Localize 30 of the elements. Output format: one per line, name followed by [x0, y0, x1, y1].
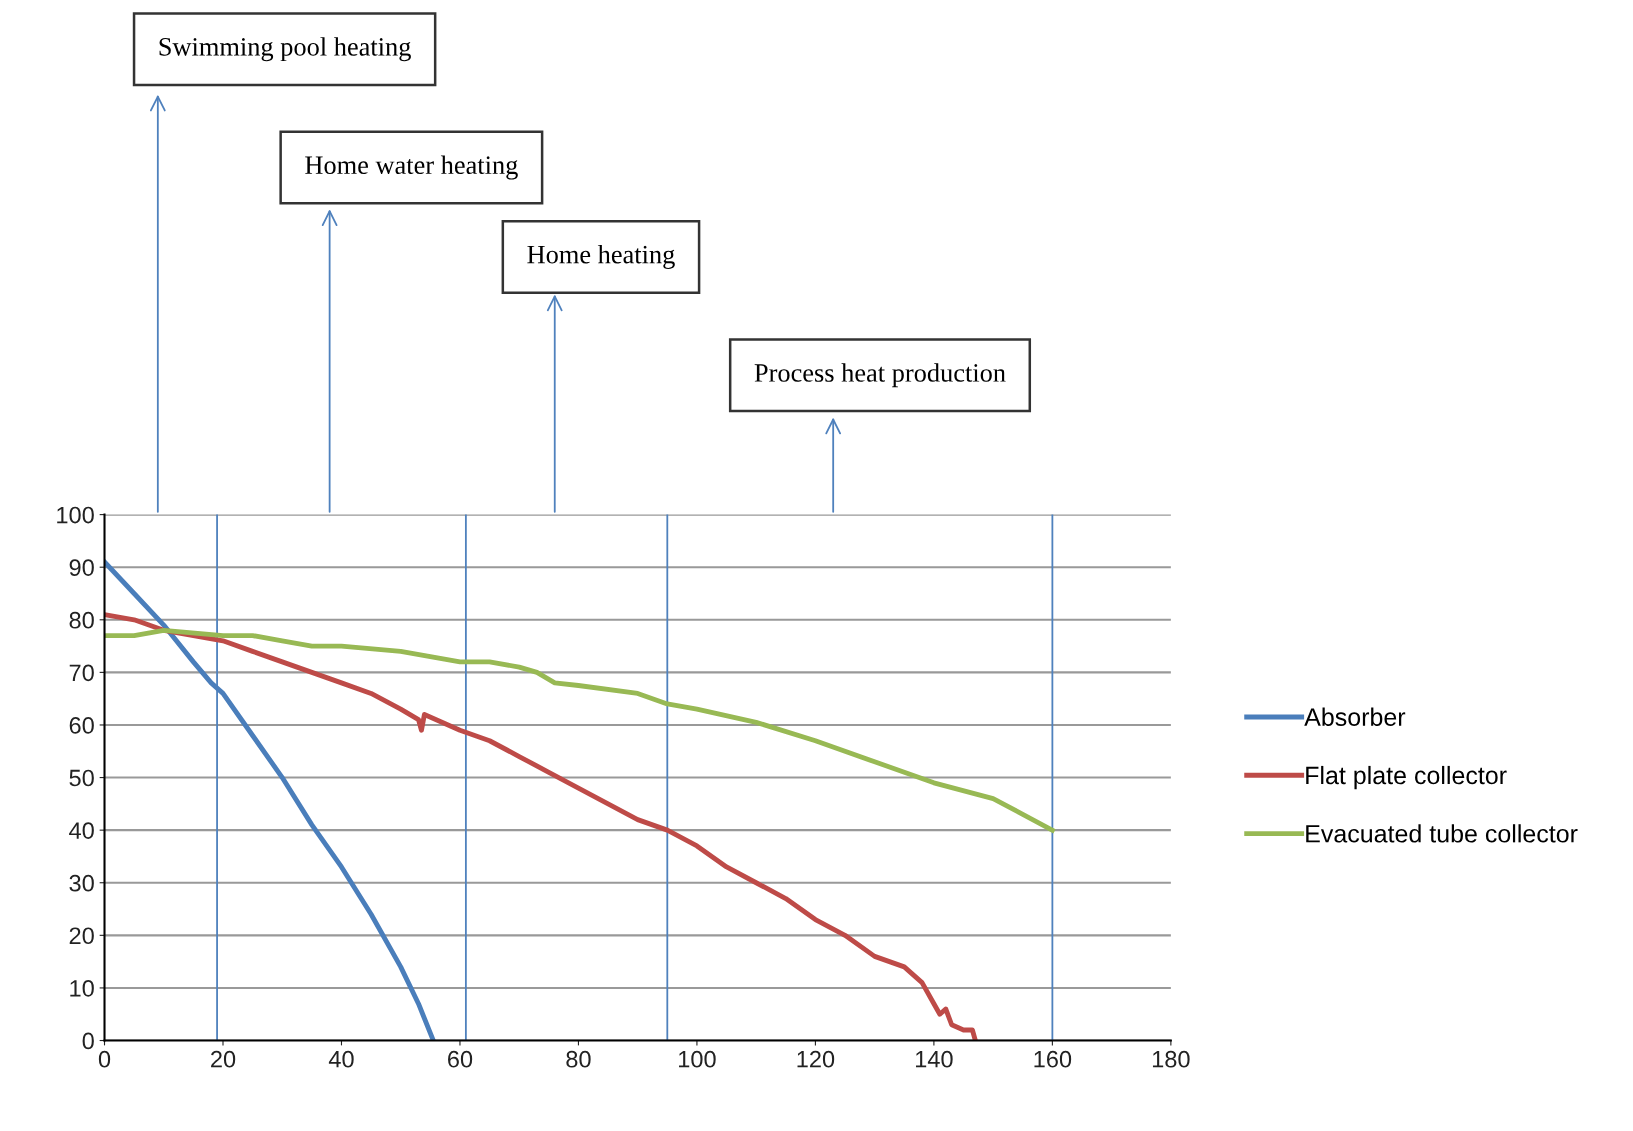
x-tick-label: 0 — [98, 1050, 111, 1068]
x-tick-label: 20 — [211, 1050, 236, 1068]
y-tick-label: 20 — [69, 927, 94, 945]
x-tick-label: 160 — [1034, 1050, 1072, 1068]
y-tick-label: 40 — [69, 822, 94, 839]
y-tick-label: 80 — [69, 611, 94, 629]
y-tick-label: 70 — [69, 664, 94, 682]
text: Home water heating — [305, 155, 518, 180]
line-series — [104, 627, 1055, 833]
y-tick-label: 10 — [70, 980, 94, 997]
x-tick-label: 140 — [916, 1050, 953, 1068]
y-tick-label: 100 — [57, 506, 94, 524]
y-tick-label: 30 — [69, 874, 94, 892]
legend-label: Flat plate collector — [1306, 765, 1507, 790]
y-tick-label: 0 — [82, 1032, 94, 1050]
line-series — [104, 612, 978, 1041]
y-tick-label: 50 — [69, 769, 94, 787]
legend-label: Absorber — [1304, 707, 1406, 726]
legend-label: Evacuated tube collector — [1306, 824, 1578, 843]
y-tick-label: 60 — [69, 717, 94, 734]
x-tick-label: 80 — [566, 1050, 591, 1068]
x-tick-label: 60 — [448, 1050, 473, 1068]
x-tick-label: 180 — [1152, 1050, 1190, 1068]
text: Process heat production — [754, 363, 1006, 388]
x-tick-label: 100 — [679, 1050, 716, 1068]
y-tick-label: 90 — [69, 559, 94, 576]
x-tick-label: 120 — [797, 1050, 835, 1068]
text: Home heating — [527, 244, 675, 269]
text: Swimming pool heating — [159, 37, 411, 62]
x-tick-label: 40 — [328, 1050, 354, 1068]
